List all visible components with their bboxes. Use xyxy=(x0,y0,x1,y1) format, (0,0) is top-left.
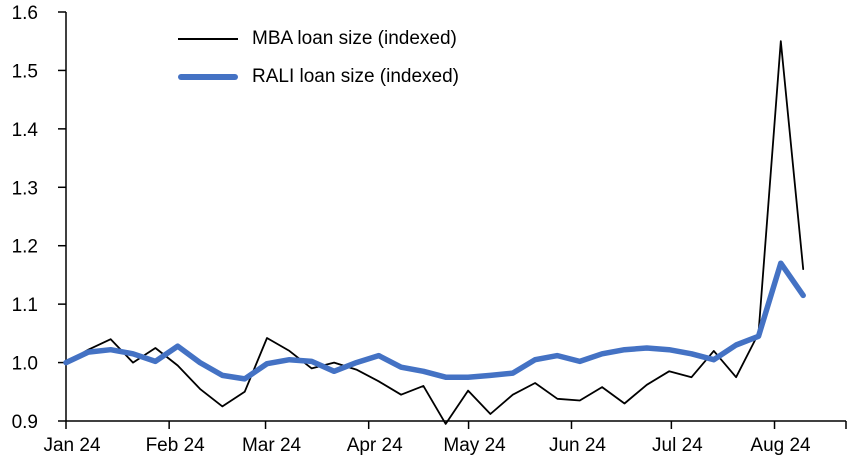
x-tick-label: Jun 24 xyxy=(549,435,606,456)
x-tick-label: Mar 24 xyxy=(242,435,302,456)
x-tick-label: Jul 24 xyxy=(652,435,703,456)
x-tick-label: May 24 xyxy=(443,435,506,456)
y-tick-label: 1.5 xyxy=(12,61,38,82)
legend-label-mba: MBA loan size (indexed) xyxy=(252,28,457,49)
x-tick-label: Aug 24 xyxy=(750,435,811,456)
legend-label-rali: RALI loan size (indexed) xyxy=(252,66,459,87)
y-tick-label: 1.0 xyxy=(12,354,38,375)
legend-item-mba: MBA loan size (indexed) xyxy=(178,28,459,50)
chart-legend: MBA loan size (indexed) RALI loan size (… xyxy=(178,28,459,88)
legend-item-rali: RALI loan size (indexed) xyxy=(178,66,459,88)
y-tick-label: 1.1 xyxy=(12,295,38,316)
mba-line-swatch xyxy=(178,38,238,40)
x-tick-label: Apr 24 xyxy=(347,435,403,456)
x-tick-label: Jan 24 xyxy=(43,435,100,456)
y-tick-label: 1.4 xyxy=(12,120,39,141)
rali-line-swatch xyxy=(178,74,238,80)
rali-line xyxy=(63,260,806,382)
y-tick-label: 1.3 xyxy=(12,178,38,199)
y-tick-label: 0.9 xyxy=(12,412,38,433)
y-tick-label: 1.2 xyxy=(12,237,38,258)
y-tick-label: 1.6 xyxy=(12,3,38,24)
mba-line xyxy=(65,40,805,425)
x-tick-label: Feb 24 xyxy=(146,435,206,456)
